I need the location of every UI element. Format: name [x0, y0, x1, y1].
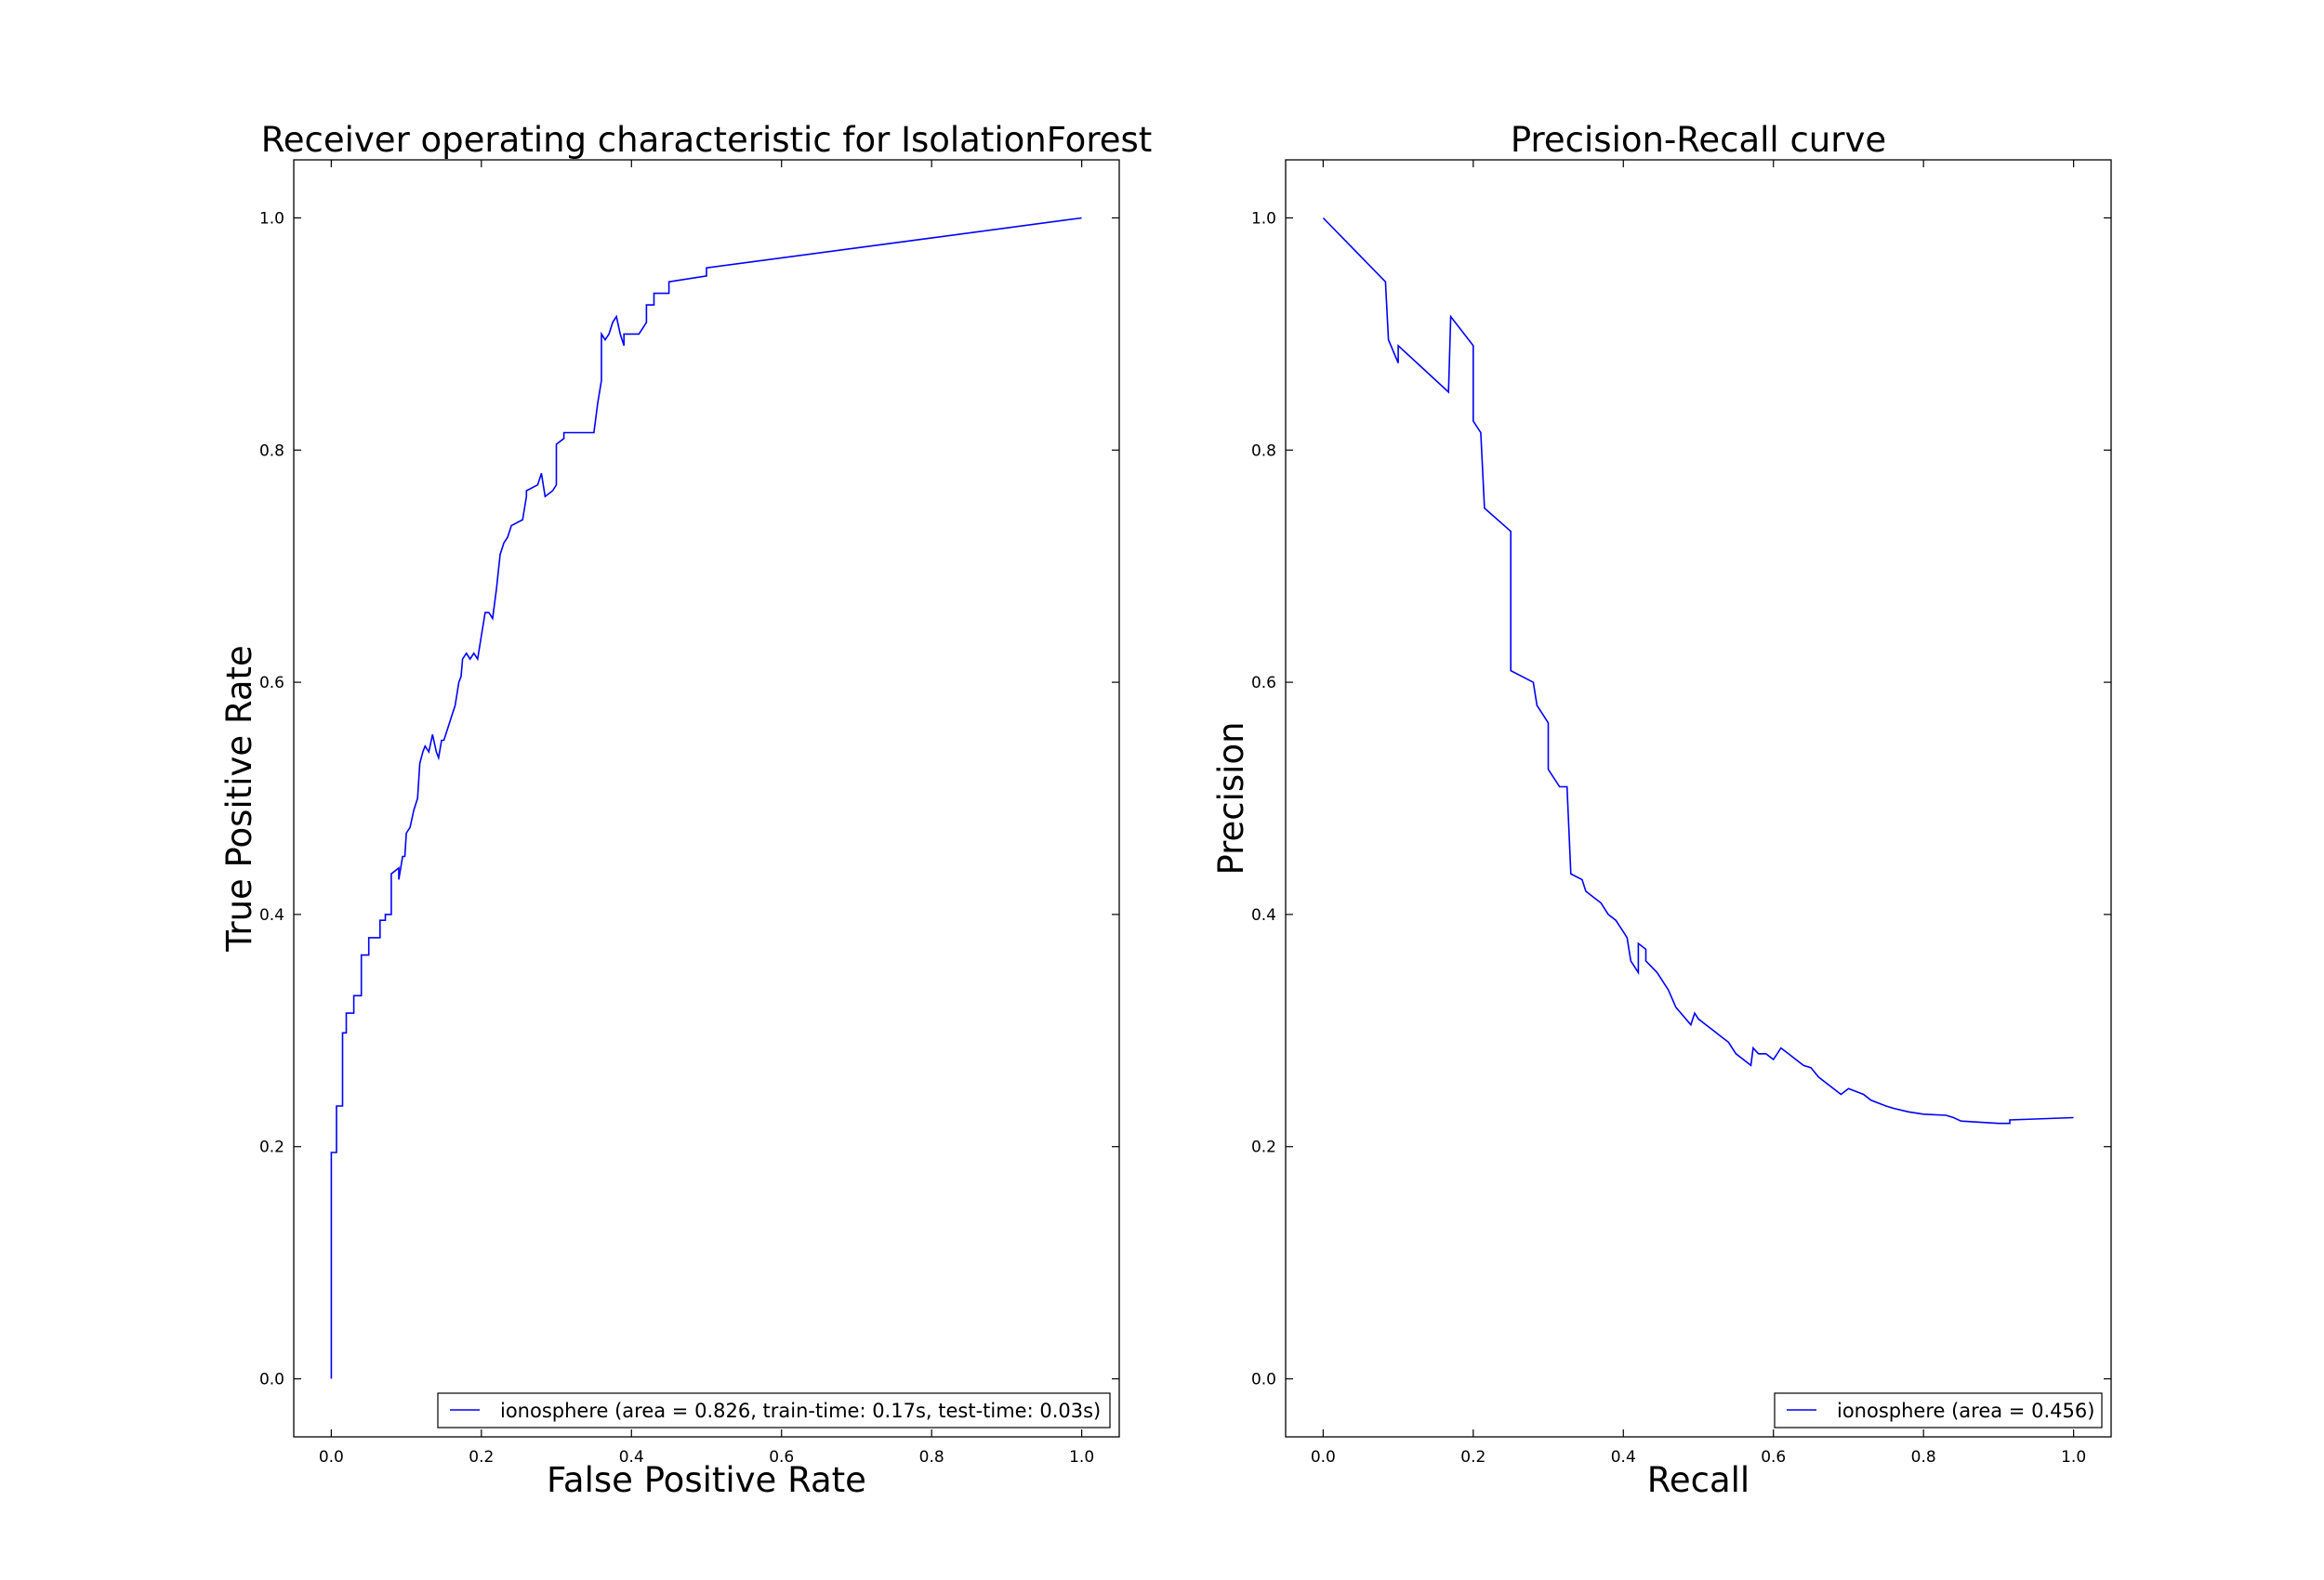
- roc-x-ticks: 0.0 0.2 0.4 0.6 0.8 1.0: [319, 160, 1094, 1467]
- pr-x-tick-label: 0.2: [1460, 1448, 1486, 1467]
- pr-x-tick-label: 0.4: [1611, 1448, 1636, 1467]
- roc-x-tick-label: 0.8: [919, 1448, 944, 1467]
- roc-x-tick-label: 0.2: [469, 1448, 494, 1467]
- roc-title: Receiver operating characteristic for Is…: [261, 120, 1153, 160]
- roc-x-tick-label: 0.6: [769, 1448, 794, 1467]
- pr-y-axis-label: Precision: [1211, 721, 1251, 875]
- pr-legend-box: [1774, 1392, 2103, 1429]
- pr-y-tick-label: 1.0: [1251, 209, 1276, 228]
- roc-legend-box: [437, 1392, 1111, 1429]
- pr-y-tick-label: 0.4: [1251, 906, 1276, 925]
- pr-title: Precision-Recall curve: [1511, 120, 1886, 160]
- roc-y-tick-label: 0.0: [259, 1371, 284, 1389]
- roc-y-tick-label: 0.2: [259, 1139, 284, 1157]
- pr-x-tick-label: 0.0: [1311, 1448, 1336, 1467]
- pr-y-tick-label: 0.8: [1251, 441, 1276, 460]
- pr-y-tick-label: 0.2: [1251, 1139, 1276, 1157]
- pr-legend-label: ionosphere (area = 0.456): [1837, 1400, 2094, 1422]
- roc-y-tick-label: 1.0: [259, 209, 284, 228]
- roc-y-axis-label: True Positive Rate: [219, 645, 259, 953]
- pr-y-tick-label: 0.6: [1251, 674, 1276, 692]
- roc-curve: [330, 217, 1082, 1379]
- pr-x-ticks: 0.0 0.2 0.4 0.6 0.8 1.0: [1311, 160, 2086, 1467]
- roc-x-tick-label: 0.0: [319, 1448, 344, 1467]
- roc-legend-label: ionosphere (area = 0.826, train-time: 0.…: [500, 1400, 1101, 1422]
- pr-x-axis-label: Recall: [1647, 1460, 1750, 1500]
- pr-curve: [1322, 217, 2074, 1125]
- roc-y-tick-label: 0.6: [259, 674, 284, 692]
- roc-panel: Receiver operating characteristic for Is…: [219, 120, 1152, 1500]
- pr-x-tick-label: 0.6: [1761, 1448, 1786, 1467]
- roc-x-axis-label: False Positive Rate: [547, 1460, 866, 1500]
- roc-x-tick-label: 0.4: [619, 1448, 644, 1467]
- pr-x-tick-label: 0.8: [1911, 1448, 1936, 1467]
- roc-y-tick-label: 0.4: [259, 906, 284, 925]
- roc-y-ticks: 0.0 0.2 0.4 0.6 0.8 1.0: [259, 209, 1119, 1389]
- roc-legend: ionosphere (area = 0.826, train-time: 0.…: [437, 1392, 1111, 1429]
- pr-plot-frame: [1285, 159, 2112, 1438]
- pr-panel: Precision-Recall curve 0.0 0.2 0.4 0.6 0.8 1.…: [1211, 120, 2112, 1500]
- roc-x-tick-label: 1.0: [1069, 1448, 1094, 1467]
- pr-y-ticks: 0.0 0.2 0.4 0.6 0.8 1.0: [1251, 209, 2111, 1389]
- pr-x-tick-label: 1.0: [2061, 1448, 2086, 1467]
- pr-legend: ionosphere (area = 0.456): [1774, 1392, 2103, 1429]
- roc-plot-frame: [293, 159, 1120, 1438]
- roc-y-tick-label: 0.8: [259, 441, 284, 460]
- pr-y-tick-label: 0.0: [1251, 1371, 1276, 1389]
